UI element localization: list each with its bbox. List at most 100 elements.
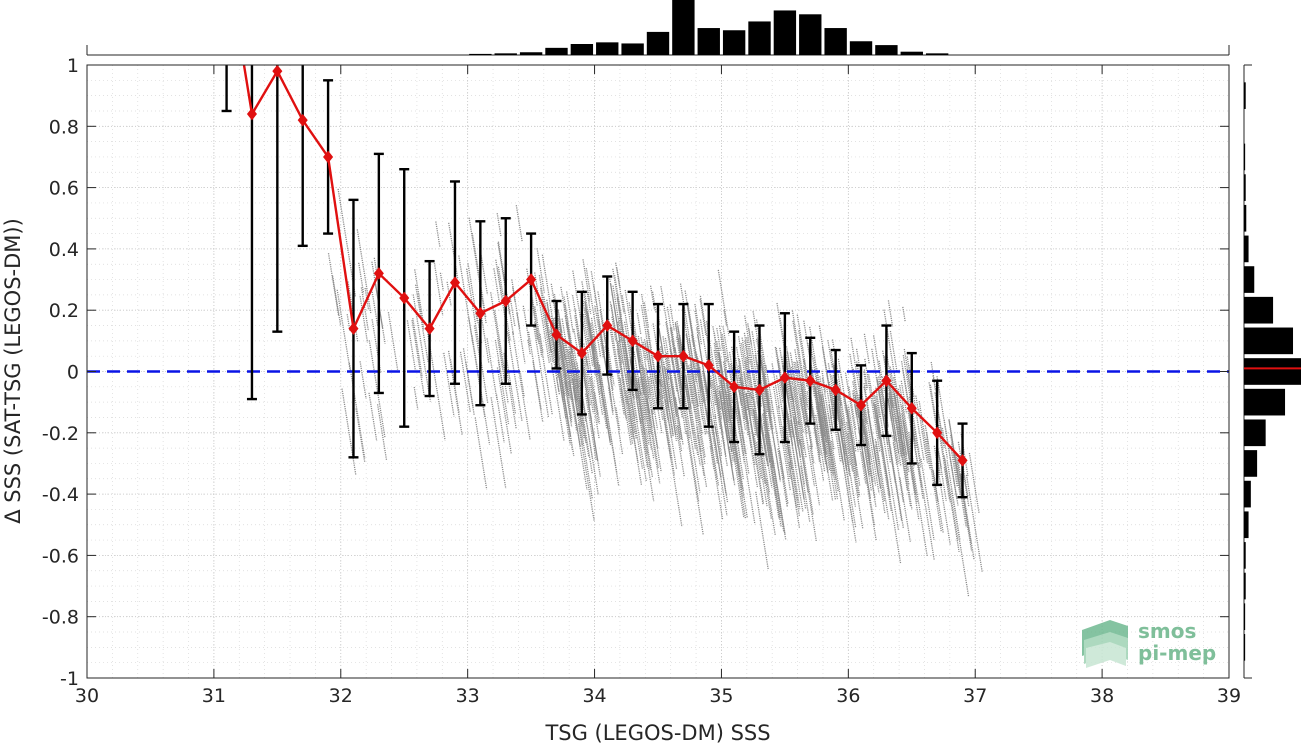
top-histogram-bar xyxy=(697,28,720,55)
y-tick-labels: -1 -0.8 -0.6 -0.4 -0.2 0 0.2 0.4 0.6 0.8 1 xyxy=(42,55,79,690)
top-histogram-bar xyxy=(596,42,619,55)
binned-mean-marker xyxy=(932,426,943,440)
right-histogram-bar xyxy=(1244,358,1301,385)
binned-mean-marker xyxy=(678,349,689,363)
logo-text-pimep: pi-mep xyxy=(1138,641,1216,665)
binned-mean-marker xyxy=(424,322,435,335)
binned-mean-marker xyxy=(627,334,638,348)
top-histogram-bar xyxy=(875,45,898,55)
binned-mean-marker xyxy=(272,65,283,78)
top-histogram-bar xyxy=(849,41,873,55)
x-tick-label: 30 xyxy=(75,685,99,707)
main-plot xyxy=(86,64,1230,679)
binned-mean-marker xyxy=(805,374,816,387)
top-histogram-bar xyxy=(900,51,923,55)
y-tick-label: 0.6 xyxy=(49,178,79,200)
binned-mean-marker xyxy=(449,276,461,289)
binned-mean-marker xyxy=(576,346,587,360)
x-tick-label: 32 xyxy=(329,685,353,707)
x-axis-title: TSG (LEGOS-DM) SSS xyxy=(544,721,770,745)
x-tick-label: 31 xyxy=(202,685,226,707)
binned-mean-marker xyxy=(830,383,841,397)
axis-ticks xyxy=(86,64,1230,679)
x-tick-label: 38 xyxy=(1090,685,1114,707)
y-tick-label: -0.6 xyxy=(42,545,79,567)
binned-mean-marker xyxy=(246,107,257,121)
y-tick-label: 0.2 xyxy=(49,300,79,322)
top-histogram-bars xyxy=(469,0,949,56)
right-histogram-bar xyxy=(1244,480,1251,508)
x-tick-label: 39 xyxy=(1217,685,1241,707)
right-histogram-bar xyxy=(1244,511,1249,539)
smos-pimep-logo: smos pi-mep xyxy=(1082,619,1216,668)
logo-wave-icon xyxy=(1082,620,1128,668)
right-histogram-bar xyxy=(1244,174,1246,201)
binned-mean-line xyxy=(242,65,964,462)
binned-mean-marker xyxy=(526,273,537,286)
right-histogram-bar xyxy=(1244,450,1258,477)
y-tick-label: -1 xyxy=(60,668,79,690)
right-histogram-bars xyxy=(1244,82,1301,661)
top-histogram-bar xyxy=(545,47,568,55)
x-tick-label: 36 xyxy=(836,685,860,707)
y-tick-label: -0.4 xyxy=(42,484,79,506)
binned-mean-marker xyxy=(855,398,867,412)
y-tick-label: 0.4 xyxy=(49,239,79,261)
top-histogram-bar xyxy=(824,28,847,55)
right-histogram-bar xyxy=(1244,82,1246,109)
binned-mean-marker xyxy=(551,328,562,342)
y-tick-label: 1 xyxy=(67,55,79,77)
top-histogram-bar xyxy=(494,53,517,55)
binned-mean-marker xyxy=(475,306,486,320)
binned-mean-marker xyxy=(729,380,740,394)
right-histogram-bar xyxy=(1244,296,1274,324)
top-histogram-bar xyxy=(570,44,594,55)
binned-mean-marker xyxy=(779,371,790,384)
x-tick-label: 34 xyxy=(582,685,606,707)
right-histogram-bar xyxy=(1244,327,1294,355)
binned-mean-marker xyxy=(881,374,892,387)
x-tick-label: 35 xyxy=(709,685,733,707)
binned-mean-marker xyxy=(348,322,359,335)
x-tick-label: 37 xyxy=(963,685,987,707)
binned-mean-marker xyxy=(602,319,613,332)
binned-mean-marker xyxy=(754,383,765,397)
y-axis-title: Δ SSS (SAT-TSG (LEGOS-DM)) xyxy=(1,218,25,524)
top-histogram-bar xyxy=(722,30,746,55)
top-histogram-bar xyxy=(925,53,949,55)
right-histogram-bar xyxy=(1244,419,1266,447)
top-histogram-bar xyxy=(799,14,822,56)
right-histogram-bar xyxy=(1244,634,1246,661)
binned-mean-marker xyxy=(957,454,968,467)
top-histogram-bar xyxy=(646,31,670,55)
right-histogram-bar xyxy=(1244,143,1246,171)
right-histogram-bar xyxy=(1244,542,1246,569)
binned-mean-marker xyxy=(500,294,511,308)
binned-mean-marker xyxy=(906,401,917,415)
right-histogram-bar xyxy=(1244,388,1286,416)
top-histogram xyxy=(86,0,1230,56)
top-histogram-bar xyxy=(469,53,492,55)
y-tick-label: -0.8 xyxy=(42,607,79,629)
x-tick-label: 33 xyxy=(456,685,480,707)
binned-mean-marker xyxy=(703,359,714,372)
binned-mean-marker xyxy=(323,150,334,164)
y-tick-label: 0.8 xyxy=(49,116,79,138)
binned-mean-marker xyxy=(373,267,384,280)
top-histogram-bar xyxy=(773,10,797,55)
logo-text-smos: smos xyxy=(1138,619,1196,643)
top-histogram-bar xyxy=(672,0,695,55)
right-histogram-bar xyxy=(1244,572,1246,600)
right-histogram-bar xyxy=(1244,266,1255,293)
right-histogram-bar xyxy=(1244,603,1246,631)
binned-mean-markers xyxy=(246,65,968,467)
binned-mean-polyline xyxy=(242,65,964,462)
top-histogram-bar xyxy=(621,43,644,55)
right-histogram xyxy=(1243,64,1301,679)
binned-mean-marker xyxy=(652,349,664,363)
y-tick-label: 0 xyxy=(67,362,79,384)
right-histogram-bar xyxy=(1244,204,1247,232)
top-histogram-bar xyxy=(748,21,771,55)
binned-mean-marker xyxy=(297,113,308,127)
